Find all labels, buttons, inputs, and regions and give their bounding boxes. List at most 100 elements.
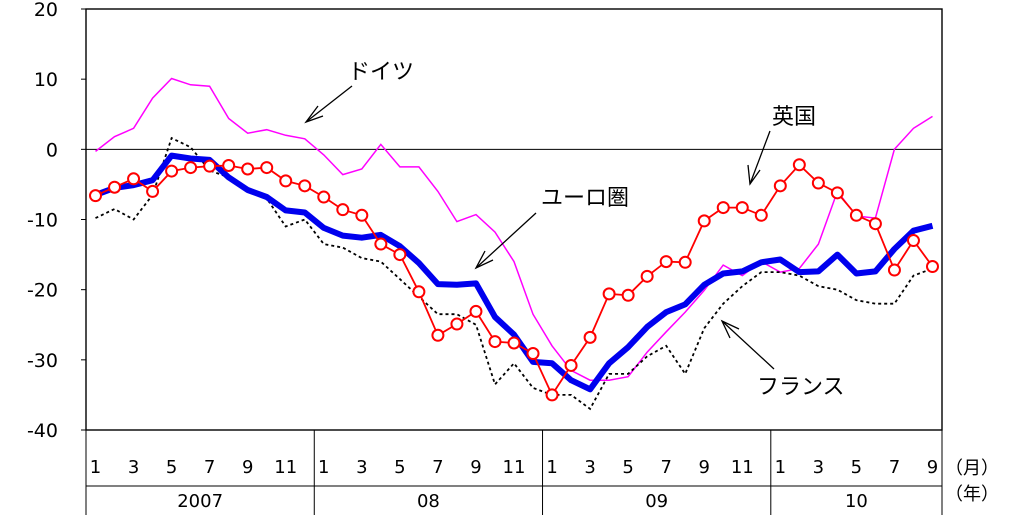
year-label: 09	[645, 491, 668, 512]
y-tick-label: -40	[27, 420, 58, 442]
y-tick-label: 10	[34, 69, 58, 91]
x-tick-label: 1	[318, 457, 329, 478]
x-tick-label: 3	[813, 457, 824, 478]
x-tick-label: 5	[622, 457, 633, 478]
data-point-uk	[317, 190, 331, 204]
arrow-germany	[305, 85, 353, 123]
series-layer	[89, 77, 939, 411]
data-point-uk	[127, 172, 141, 186]
data-point-uk	[602, 287, 616, 301]
data-point-uk	[89, 189, 103, 203]
month-unit-label: （月）	[945, 458, 999, 479]
data-point-uk	[146, 184, 160, 198]
data-point-uk	[640, 269, 654, 283]
data-point-uk	[716, 201, 730, 215]
data-point-uk	[792, 158, 806, 172]
arrowhead-eurozone	[474, 250, 494, 270]
x-tick-label: 9	[470, 457, 481, 478]
data-point-uk	[659, 255, 673, 269]
data-point-uk	[925, 260, 939, 274]
data-point-uk	[203, 159, 217, 173]
x-tick-label: 9	[927, 457, 938, 478]
data-point-uk	[811, 176, 825, 190]
x-tick-label: 3	[128, 457, 139, 478]
x-tick-label: 7	[204, 457, 215, 478]
data-point-uk	[545, 388, 559, 402]
x-tick-label: 3	[356, 457, 367, 478]
data-point-uk	[887, 263, 901, 277]
series-uk	[89, 158, 939, 402]
x-tick-label: 5	[166, 457, 177, 478]
x-tick-label: 11	[731, 457, 754, 478]
data-point-uk	[735, 201, 749, 215]
data-point-uk	[830, 186, 844, 200]
data-point-uk	[849, 208, 863, 222]
data-point-uk	[393, 248, 407, 262]
annotation-france: フランス	[757, 375, 845, 400]
series-line-eurozone	[94, 152, 934, 393]
y-tick-label: -10	[27, 210, 58, 232]
x-tick-label: 7	[889, 457, 900, 478]
arrowhead-uk	[747, 164, 761, 186]
arrowhead-germany	[304, 105, 324, 124]
y-tick-label: -30	[27, 350, 58, 372]
data-point-uk	[412, 285, 426, 299]
data-point-uk	[260, 161, 274, 175]
arrow-france	[721, 320, 775, 370]
data-point-uk	[526, 347, 540, 361]
data-point-uk	[222, 158, 236, 172]
data-point-uk	[507, 336, 521, 350]
data-point-uk	[469, 304, 483, 318]
data-point-uk	[621, 288, 635, 302]
x-tick-label: 11	[503, 457, 526, 478]
data-point-uk	[488, 335, 502, 349]
year-label: 08	[417, 491, 440, 512]
annotation-germany: ドイツ	[348, 60, 414, 85]
data-point-uk	[773, 179, 787, 193]
data-point-uk	[868, 217, 882, 231]
x-tick-label: 5	[394, 457, 405, 478]
series-eurozone	[94, 152, 934, 393]
year-label: 10	[845, 491, 868, 512]
data-point-uk	[450, 317, 464, 331]
plot-area	[85, 8, 943, 431]
data-point-uk	[564, 358, 578, 372]
annotation-layer: ドイツ 英国 ユーロ圏 フランス	[304, 60, 845, 400]
data-point-uk	[108, 180, 122, 194]
data-point-uk	[279, 174, 293, 188]
x-tick-label: 9	[698, 457, 709, 478]
data-point-uk	[184, 161, 198, 175]
arrow-uk	[749, 130, 771, 185]
data-point-uk	[355, 208, 369, 222]
y-tick-label: 20	[34, 0, 58, 21]
annotation-eurozone: ユーロ圏	[541, 186, 629, 211]
data-point-uk	[241, 162, 255, 176]
data-point-uk	[697, 214, 711, 228]
x-tick-label: 1	[90, 457, 101, 478]
x-tick-label: 3	[584, 457, 595, 478]
data-point-uk	[678, 255, 692, 269]
x-tick-label: 11	[274, 457, 297, 478]
x-tick-label: 5	[851, 457, 862, 478]
y-tick-label: -20	[27, 280, 58, 302]
data-point-uk	[165, 164, 179, 178]
data-point-uk	[431, 328, 445, 342]
arrowhead-france	[720, 319, 740, 339]
arrow-eurozone	[475, 212, 537, 269]
x-tick-label: 9	[242, 457, 253, 478]
data-point-uk	[336, 203, 350, 217]
y-tick-label: 0	[46, 139, 58, 161]
data-point-uk	[374, 237, 388, 251]
data-point-uk	[754, 208, 768, 222]
year-label: 2007	[177, 491, 223, 512]
annotation-uk: 英国	[772, 105, 816, 130]
x-tick-label: 1	[546, 457, 557, 478]
year-unit-label: （年）	[945, 484, 999, 505]
x-tick-label: 7	[432, 457, 443, 478]
data-point-uk	[298, 179, 312, 193]
x-tick-label: 7	[660, 457, 671, 478]
x-tick-label: 1	[775, 457, 786, 478]
data-point-uk	[906, 234, 920, 248]
